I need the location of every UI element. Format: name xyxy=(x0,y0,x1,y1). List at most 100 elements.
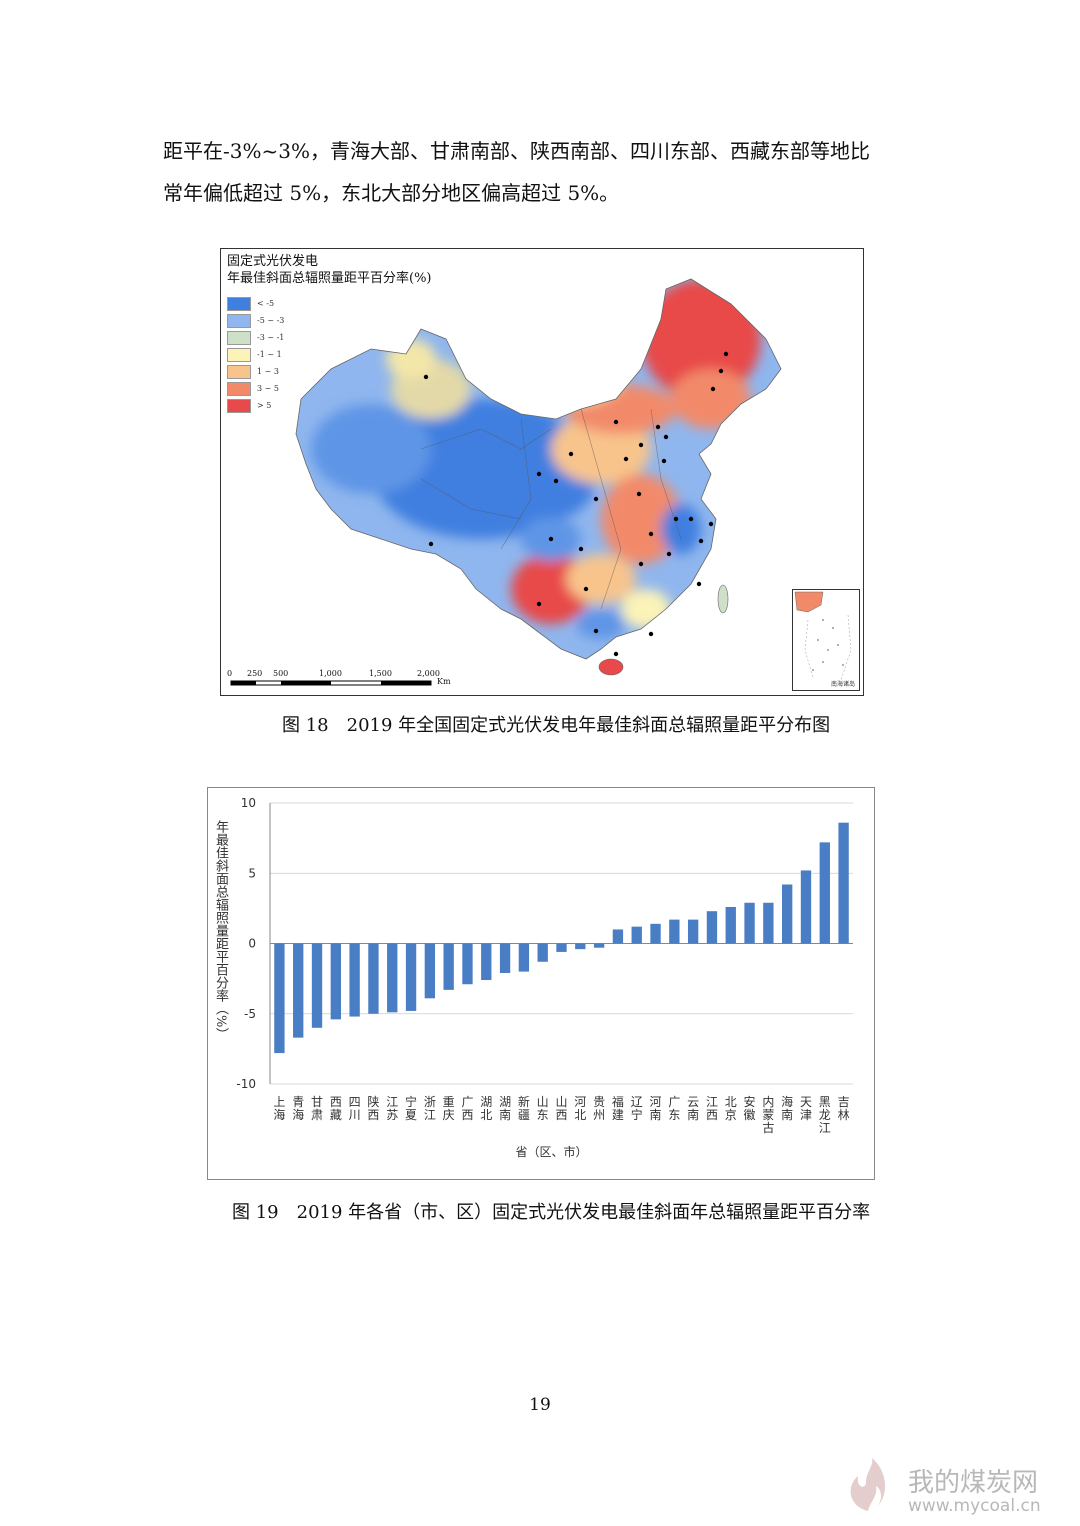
scale-bar: 0 250 500 1,000 1,500 2,000 Km xyxy=(227,669,457,691)
bar xyxy=(462,943,473,985)
taiwan-island xyxy=(717,584,729,614)
chart-y-axis-label: 年最佳斜面总辐照量距平百分率（%） xyxy=(213,820,228,1041)
legend-label: 3 ~ 5 xyxy=(257,384,279,393)
scale-graphic xyxy=(230,680,432,686)
x-tick-label: 建 xyxy=(612,1108,624,1122)
south-china-sea-inset: 南海诸岛 xyxy=(792,589,860,691)
bar xyxy=(706,911,718,944)
watermark-url: www.mycoal.cn xyxy=(908,1496,1041,1516)
x-tick-label: 庆 xyxy=(443,1108,455,1122)
legend-swatch xyxy=(227,381,251,396)
x-tick-label: 江 xyxy=(706,1095,718,1109)
legend-swatch xyxy=(227,313,251,328)
x-tick-label: 古 xyxy=(762,1120,774,1135)
x-tick-label: 上 xyxy=(273,1095,285,1109)
legend-label: -5 ~ -3 xyxy=(257,316,285,325)
bar xyxy=(593,943,605,948)
x-tick-label: 徽 xyxy=(744,1107,756,1122)
china-map xyxy=(295,278,782,676)
legend-swatch xyxy=(227,296,251,311)
legend-label: > 5 xyxy=(257,401,272,410)
inset-label: 南海诸岛 xyxy=(830,681,855,688)
x-tick-label: 夏 xyxy=(405,1108,417,1122)
x-tick-label: 内 xyxy=(762,1095,774,1109)
x-tick-label: 北 xyxy=(480,1108,492,1122)
legend-swatch xyxy=(227,347,251,362)
bar xyxy=(819,842,830,944)
x-tick-label: 疆 xyxy=(518,1108,530,1122)
x-tick-label: 广 xyxy=(461,1095,473,1109)
x-tick-label: 江 xyxy=(424,1108,436,1122)
x-tick-label: 东 xyxy=(668,1108,680,1122)
legend-label: < -5 xyxy=(257,299,275,308)
bar xyxy=(499,943,511,974)
x-tick-label: 宁 xyxy=(631,1107,643,1122)
x-tick-label: 甘 xyxy=(311,1095,323,1109)
map-title-line-1: 固定式光伏发电 xyxy=(227,254,319,269)
x-tick-label: 藏 xyxy=(330,1108,342,1122)
bar xyxy=(612,929,624,944)
x-tick-label: 东 xyxy=(537,1108,549,1122)
bar xyxy=(669,919,680,944)
bar xyxy=(405,943,417,1011)
x-tick-label: 天 xyxy=(800,1095,812,1109)
flame-logo-icon xyxy=(850,1458,886,1511)
legend-label: -1 ~ 1 xyxy=(257,350,282,359)
x-tick-label: 辽 xyxy=(631,1095,643,1109)
map-fill xyxy=(296,279,781,659)
x-tick-label: 新 xyxy=(518,1094,530,1109)
page-number: 19 xyxy=(529,1395,551,1415)
legend-swatch xyxy=(227,398,251,413)
scale-unit: Km xyxy=(437,677,451,686)
scale-label: 2,000 xyxy=(417,669,440,678)
bar xyxy=(838,822,849,944)
x-tick-label: 西 xyxy=(330,1095,342,1109)
x-tick-label: 重 xyxy=(443,1095,455,1109)
x-axis-label: 省（区、市） xyxy=(515,1144,587,1159)
legend-item: > 5 xyxy=(227,397,284,414)
hainan-island xyxy=(598,658,624,676)
legend-label: 1 ~ 3 xyxy=(257,367,279,376)
legend-swatch xyxy=(227,364,251,379)
x-tick-label: 北 xyxy=(574,1108,586,1122)
x-tick-label: 河 xyxy=(650,1095,662,1109)
legend-item: -5 ~ -3 xyxy=(227,312,284,329)
bar-chart: 1050-5-10上海青海甘肃西藏四川陕西江苏宁夏浙江重庆广西湖北湖南新疆山东山… xyxy=(236,796,853,1159)
inset-map xyxy=(794,591,852,681)
intro-line-1: 距平在-3%~3%，青海大部、甘肃南部、陕西南部、四川东部、西藏东部等地比 xyxy=(163,139,870,163)
y-tick-label: -10 xyxy=(236,1077,256,1091)
watermark: 我的煤炭网 www.mycoal.cn xyxy=(838,1452,1068,1522)
bar xyxy=(687,919,699,944)
x-tick-label: 西 xyxy=(367,1108,379,1122)
legend-label: -3 ~ -1 xyxy=(257,333,285,342)
x-tick-label: 河 xyxy=(574,1095,586,1109)
x-tick-label: 安 xyxy=(744,1094,756,1109)
y-tick-label: 10 xyxy=(241,796,256,810)
x-tick-label: 龙 xyxy=(819,1108,831,1122)
x-tick-label: 津 xyxy=(800,1108,812,1122)
x-tick-label: 川 xyxy=(349,1108,361,1122)
bar xyxy=(349,943,360,1017)
x-tick-label: 陕 xyxy=(367,1094,379,1109)
bar xyxy=(274,943,285,1054)
bar xyxy=(424,943,436,999)
x-tick-label: 宁 xyxy=(405,1094,417,1109)
scale-label: 1,500 xyxy=(369,669,392,678)
legend-item: < -5 xyxy=(227,295,284,312)
map-title-line-2: 年最佳斜面总辐照量距平百分率(%) xyxy=(227,271,432,286)
intro-paragraph: 距平在-3%~3%，青海大部、甘肃南部、陕西南部、四川东部、西藏东部等地比 常年… xyxy=(163,130,943,214)
legend-item: -3 ~ -1 xyxy=(227,329,284,346)
scale-label: 0 xyxy=(227,669,233,678)
x-tick-label: 西 xyxy=(706,1108,718,1122)
bar xyxy=(650,923,661,944)
x-tick-label: 北 xyxy=(725,1095,737,1109)
x-tick-label: 青 xyxy=(292,1095,304,1109)
scale-label: 1,000 xyxy=(319,669,342,678)
x-tick-label: 林 xyxy=(838,1108,850,1122)
bar xyxy=(782,884,793,944)
bar xyxy=(800,870,812,944)
x-tick-label: 海 xyxy=(781,1094,793,1109)
x-tick-label: 苏 xyxy=(386,1108,398,1122)
bar xyxy=(330,943,341,1020)
x-tick-label: 湖 xyxy=(480,1094,492,1109)
